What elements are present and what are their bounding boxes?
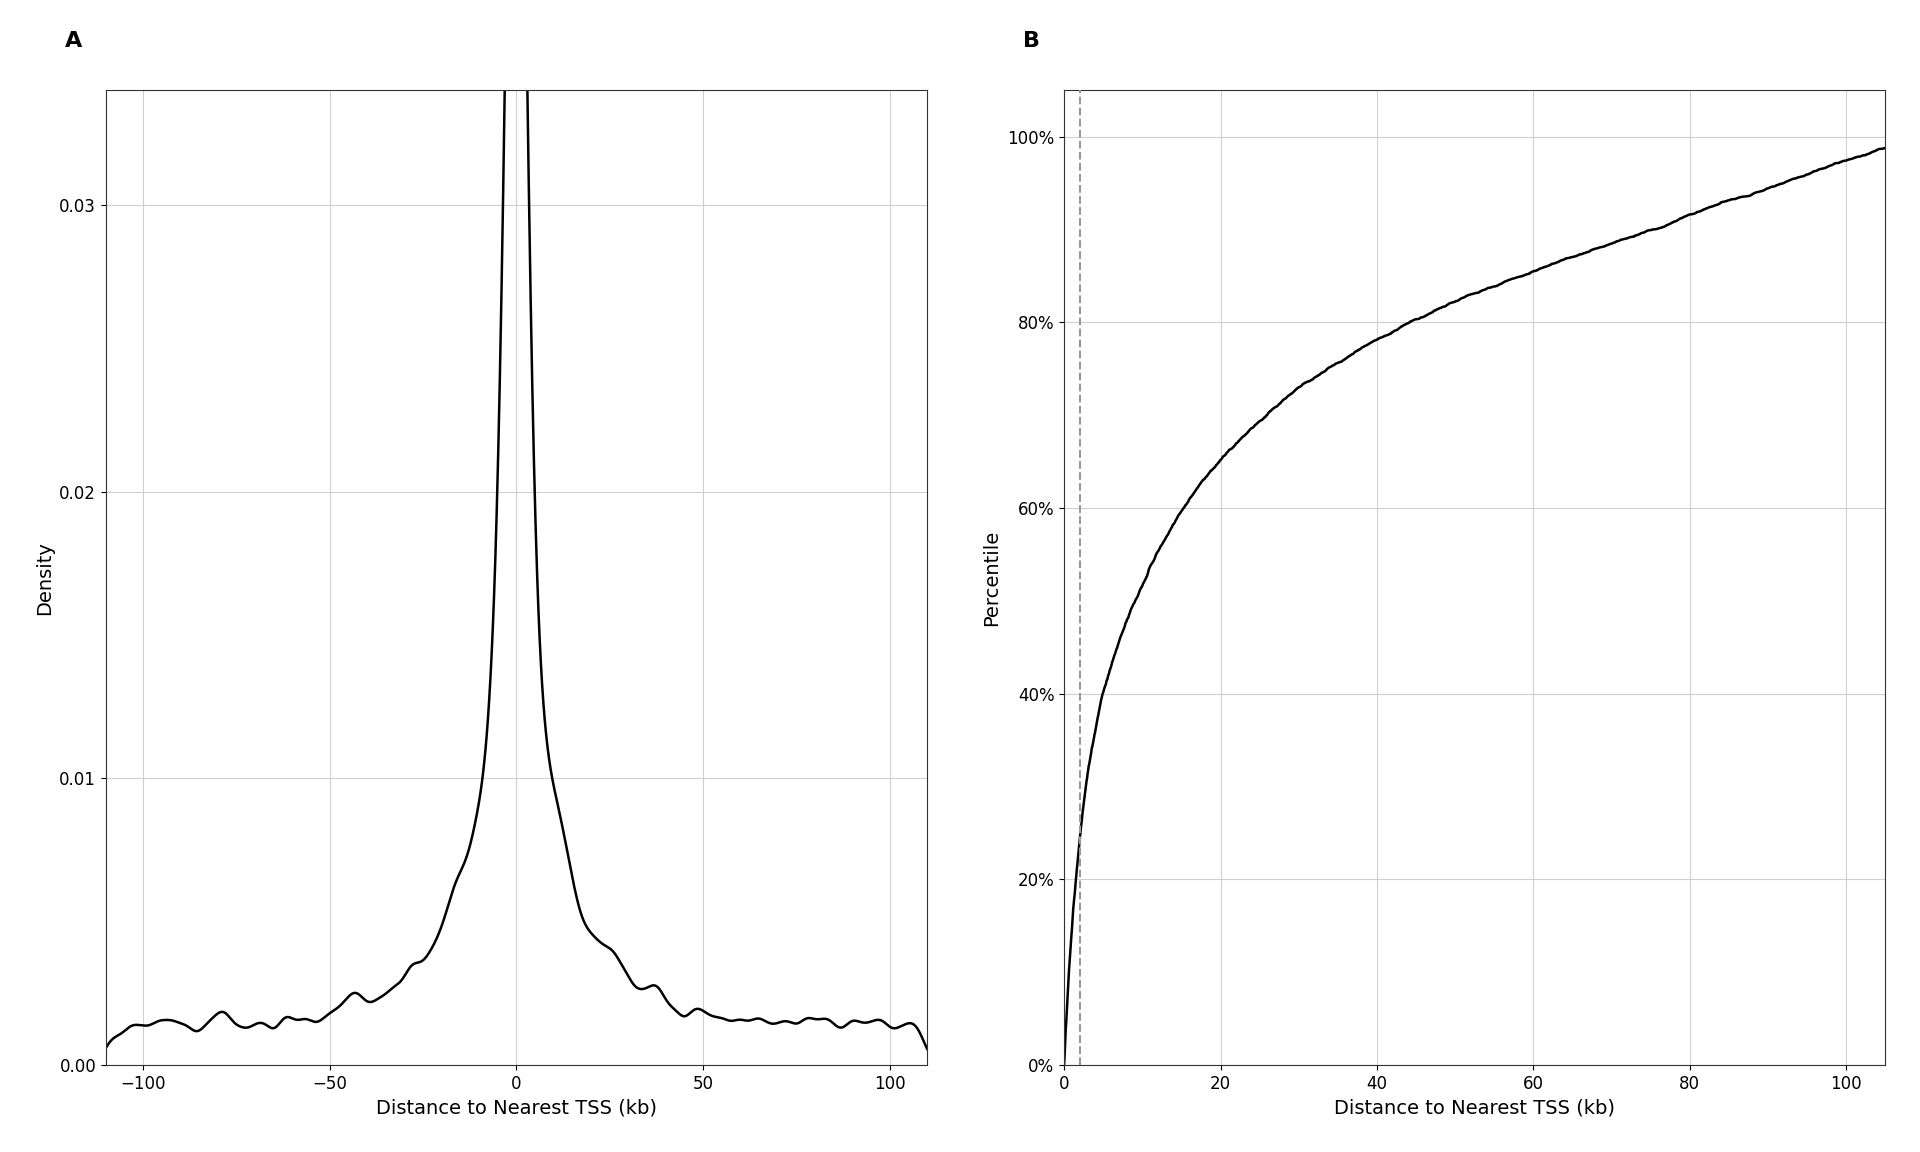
- X-axis label: Distance to Nearest TSS (kb): Distance to Nearest TSS (kb): [1334, 1098, 1615, 1117]
- Y-axis label: Density: Density: [35, 540, 54, 614]
- Y-axis label: Percentile: Percentile: [983, 530, 1002, 626]
- X-axis label: Distance to Nearest TSS (kb): Distance to Nearest TSS (kb): [376, 1098, 657, 1117]
- Text: A: A: [65, 31, 83, 51]
- Text: B: B: [1023, 31, 1041, 51]
